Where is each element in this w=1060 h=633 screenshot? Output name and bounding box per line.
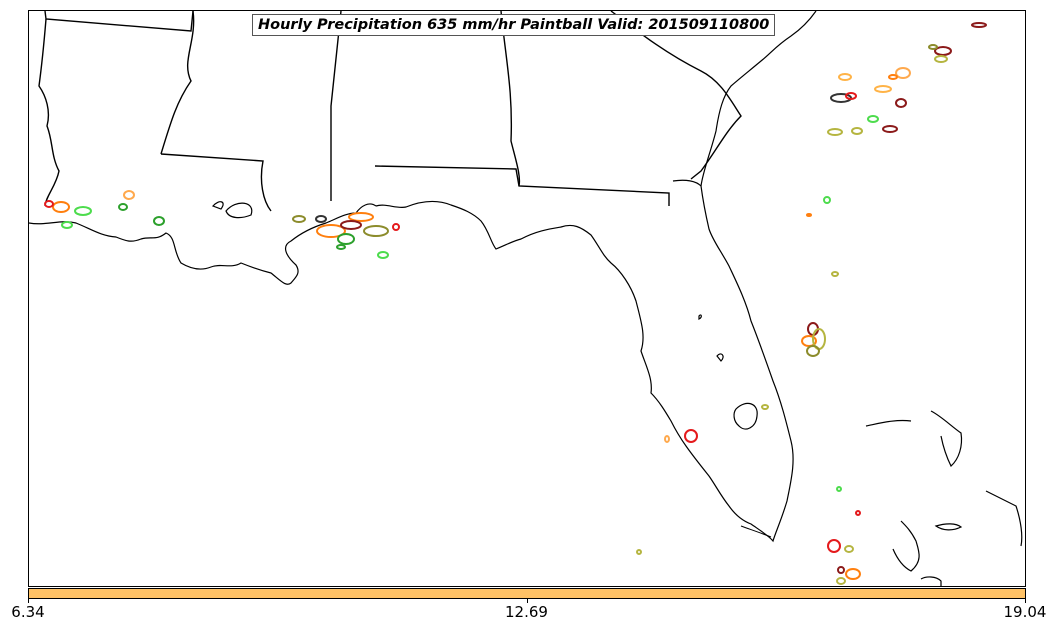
state-borders <box>38 11 742 212</box>
colorbar-tick-label: 12.69 <box>505 603 548 621</box>
coastline <box>29 11 1023 586</box>
colorbar <box>28 588 1026 599</box>
paintball-contours <box>44 22 987 585</box>
map-title: Hourly Precipitation 635 mm/hr Paintball… <box>252 14 776 36</box>
map-panel <box>28 10 1026 587</box>
colorbar-tick <box>526 599 528 603</box>
colorbar-tick <box>1025 599 1026 603</box>
colorbar-tick-label: 19.04 <box>1003 603 1047 621</box>
colorbar-tick-label: 6.34 <box>11 603 45 621</box>
colorbar-tick <box>28 599 29 603</box>
map-svg <box>29 11 1023 586</box>
